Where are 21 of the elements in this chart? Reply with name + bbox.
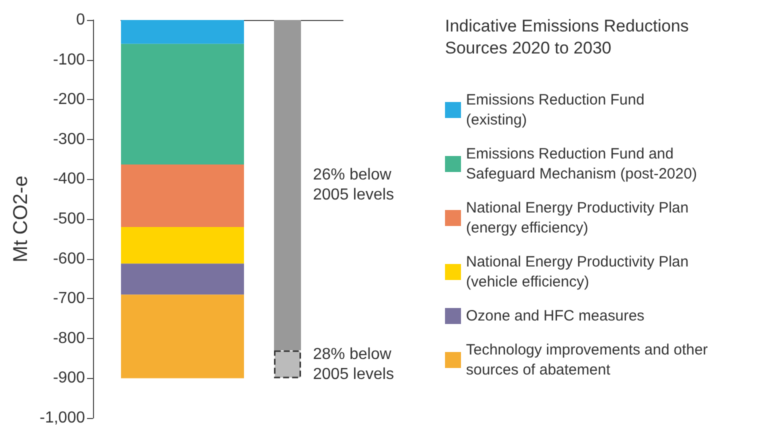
- legend-label: Technology improvements and other sources of abatement: [466, 342, 708, 378]
- y-tick-label: -200: [52, 91, 86, 108]
- y-tick-label: 0: [76, 12, 86, 28]
- y-tick-label: -700: [52, 290, 86, 308]
- legend-label: Emissions Reduction Fund (existing): [466, 92, 644, 128]
- legend-label: National Energy Productivity Plan (vehicle efficiency): [466, 254, 689, 290]
- y-tick-label: -500: [52, 210, 86, 228]
- annotation: 28% below 2005 levels: [313, 346, 394, 383]
- y-tick-label: -1,000: [40, 410, 86, 426]
- y-tick-label: -300: [52, 130, 86, 148]
- y-tick-label: -900: [52, 370, 86, 387]
- legend-label: National Energy Productivity Plan (energy efficiency): [466, 200, 689, 236]
- y-tick-label: -400: [52, 170, 86, 188]
- y-tick-label: -100: [52, 51, 86, 68]
- y-tick-label: -600: [52, 250, 86, 268]
- legend-label: Ozone and HFC measures: [466, 308, 644, 324]
- y-axis-title: Mt CO2-e: [10, 176, 32, 262]
- annotation: 26% below 2005 levels: [313, 166, 394, 204]
- legend-title: Indicative Emissions Reductions Sources 2020 to 2030: [445, 16, 694, 58]
- y-tick-label: -800: [52, 330, 86, 347]
- legend-label: Emissions Reduction Fund and Safeguard Mechanism (post-2020): [466, 146, 697, 182]
